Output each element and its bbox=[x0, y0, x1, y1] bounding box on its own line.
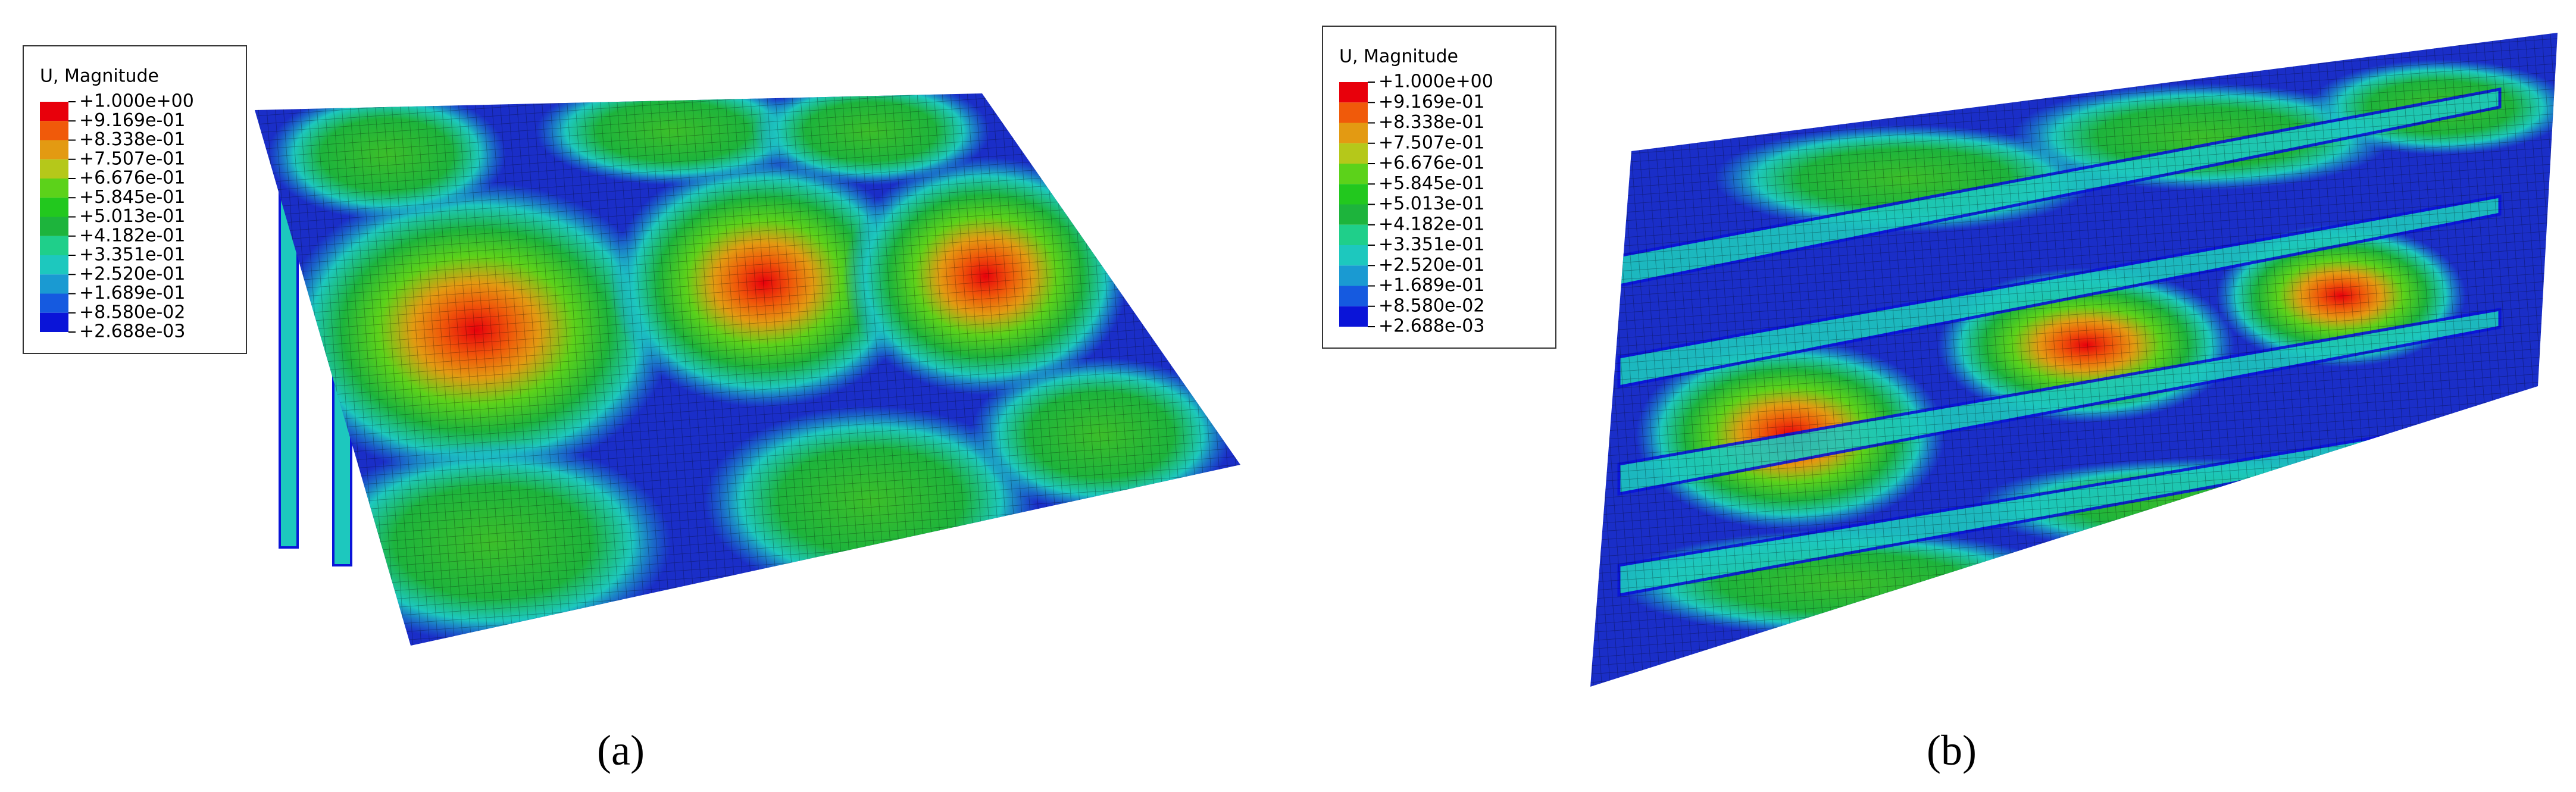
legend-label: +8.580e-02 bbox=[1378, 295, 1484, 316]
legend-label: +1.689e-01 bbox=[79, 283, 185, 303]
legend-swatch bbox=[40, 293, 68, 313]
legend-swatch bbox=[40, 140, 68, 159]
contour-regions bbox=[255, 93, 1240, 646]
plate-a bbox=[255, 93, 1240, 646]
legend-label: +5.845e-01 bbox=[79, 187, 185, 208]
legend-swatch bbox=[40, 121, 68, 140]
legend-label: +9.169e-01 bbox=[1378, 92, 1484, 112]
plate-b bbox=[1590, 33, 2558, 687]
legend-title: U, Magnitude bbox=[40, 66, 159, 87]
legend-swatch bbox=[40, 198, 68, 217]
legend-swatch bbox=[40, 274, 68, 294]
legend-swatch bbox=[1339, 102, 1368, 123]
legend-label: +6.676e-01 bbox=[79, 168, 185, 189]
legend-label: +6.676e-01 bbox=[1378, 153, 1484, 174]
panel-caption: (a) bbox=[597, 727, 645, 774]
legend-label: +9.169e-01 bbox=[79, 110, 185, 131]
legend-swatch bbox=[40, 102, 68, 121]
legend-label: +7.507e-01 bbox=[79, 148, 185, 169]
legend-label: +1.689e-01 bbox=[1378, 275, 1484, 296]
legend-label: +2.688e-03 bbox=[79, 321, 185, 342]
legend-swatch bbox=[1339, 286, 1368, 306]
legend-label: +1.000e+00 bbox=[1378, 71, 1493, 92]
legend-label: +2.520e-01 bbox=[79, 264, 185, 284]
legend-swatch bbox=[40, 312, 68, 332]
legend-label: +5.013e-01 bbox=[79, 206, 185, 227]
legend-label: +2.688e-03 bbox=[1378, 316, 1484, 337]
legend-label: +8.580e-02 bbox=[79, 302, 185, 323]
legend-title: U, Magnitude bbox=[1339, 46, 1458, 67]
legend-swatch bbox=[1339, 184, 1368, 205]
legend-label: +3.351e-01 bbox=[1378, 234, 1484, 255]
legend-swatch bbox=[1339, 143, 1368, 164]
legend-swatch bbox=[40, 159, 68, 179]
panel-caption: (b) bbox=[1927, 727, 1977, 774]
legend-swatch bbox=[40, 236, 68, 255]
legend-label: +3.351e-01 bbox=[79, 245, 185, 265]
contour-regions bbox=[1590, 33, 2558, 687]
legend-label: +7.507e-01 bbox=[1378, 132, 1484, 153]
legend-label: +1.000e+00 bbox=[79, 91, 194, 112]
legend-swatch bbox=[40, 255, 68, 275]
legend-swatch bbox=[1339, 82, 1368, 103]
legend-swatch bbox=[40, 217, 68, 236]
legend-label: +5.845e-01 bbox=[1378, 173, 1484, 194]
legend-swatch bbox=[1339, 265, 1368, 286]
legend-swatch bbox=[1339, 306, 1368, 327]
legend-swatch bbox=[40, 179, 68, 198]
legend-label: +4.182e-01 bbox=[79, 225, 185, 246]
legend-swatch bbox=[1339, 204, 1368, 225]
legend-label: +8.338e-01 bbox=[1378, 112, 1484, 133]
legend-swatch bbox=[1339, 123, 1368, 143]
legend-label: +2.520e-01 bbox=[1378, 255, 1484, 276]
legend-swatch bbox=[1339, 224, 1368, 245]
legend-label: +5.013e-01 bbox=[1378, 193, 1484, 214]
legend-label: +4.182e-01 bbox=[1378, 214, 1484, 234]
legend-label: +8.338e-01 bbox=[79, 129, 185, 150]
legend-swatch bbox=[1339, 164, 1368, 184]
legend-swatch bbox=[1339, 245, 1368, 266]
